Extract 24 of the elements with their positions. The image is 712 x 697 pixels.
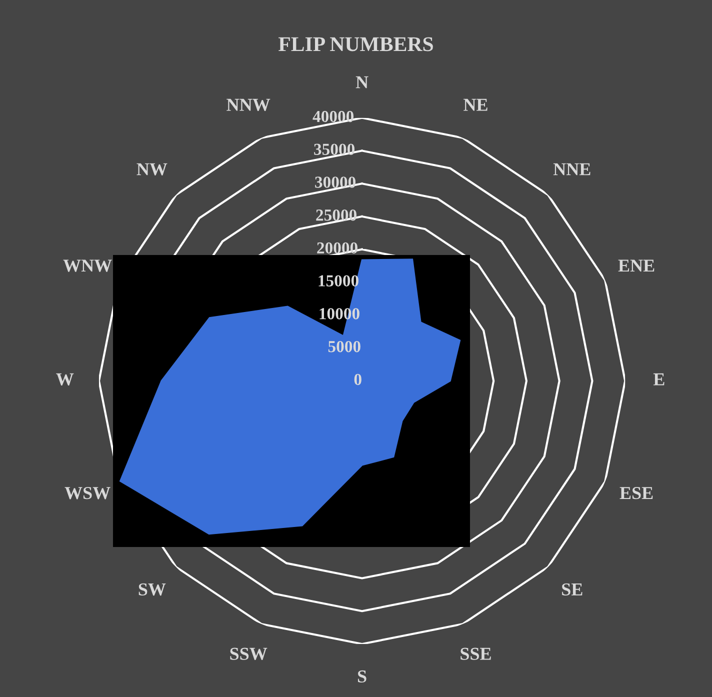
spoke-label: NNW (226, 98, 270, 112)
spoke-label: NW (136, 163, 168, 176)
spoke-label: SSE (460, 648, 491, 660)
spoke-label: NE (464, 98, 488, 111)
spoke-label: ESE (620, 486, 653, 500)
y-tick-label: 0 (354, 374, 362, 386)
spoke-label: SE (562, 583, 582, 596)
spoke-label: SSW (230, 648, 268, 660)
spoke-label: ENE (618, 260, 654, 272)
chart-title: FLIP NUMBERS (278, 37, 433, 52)
y-tick-label: 30000 (315, 176, 356, 188)
spoke-label: WNW (63, 260, 112, 272)
spoke-label: WSW (64, 486, 110, 500)
y-tick-label: 25000 (316, 209, 356, 221)
y-tick-label: 20000 (317, 242, 358, 254)
spoke-label: NNE (553, 163, 590, 176)
spoke-label: N (356, 76, 368, 88)
spoke-label: SW (138, 583, 166, 596)
y-tick-label: 40000 (312, 110, 354, 122)
spoke-label: E (653, 373, 664, 386)
spoke-label: W (56, 373, 74, 386)
spoke-label: S (358, 670, 366, 683)
y-tick-label: 35000 (314, 144, 355, 155)
y-tick-label: 5000 (328, 340, 360, 352)
